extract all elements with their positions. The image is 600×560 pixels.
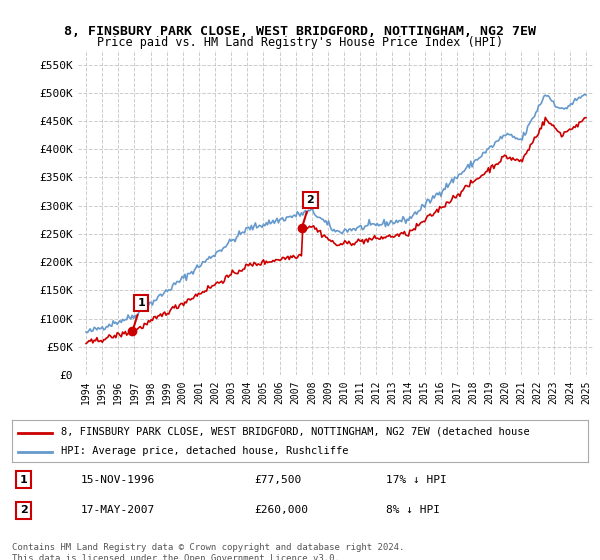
Text: 2: 2 [302, 195, 314, 226]
Text: 17-MAY-2007: 17-MAY-2007 [81, 506, 155, 516]
Text: Contains HM Land Registry data © Crown copyright and database right 2024.
This d: Contains HM Land Registry data © Crown c… [12, 543, 404, 560]
Text: Price paid vs. HM Land Registry's House Price Index (HPI): Price paid vs. HM Land Registry's House … [97, 36, 503, 49]
Text: 8, FINSBURY PARK CLOSE, WEST BRIDGFORD, NOTTINGHAM, NG2 7EW: 8, FINSBURY PARK CLOSE, WEST BRIDGFORD, … [64, 25, 536, 38]
Text: £260,000: £260,000 [254, 506, 308, 516]
Text: 8, FINSBURY PARK CLOSE, WEST BRIDGFORD, NOTTINGHAM, NG2 7EW (detached house: 8, FINSBURY PARK CLOSE, WEST BRIDGFORD, … [61, 427, 530, 437]
Text: 8% ↓ HPI: 8% ↓ HPI [386, 506, 440, 516]
Text: HPI: Average price, detached house, Rushcliffe: HPI: Average price, detached house, Rush… [61, 446, 349, 456]
Text: 2: 2 [20, 506, 28, 516]
Text: 17% ↓ HPI: 17% ↓ HPI [386, 474, 447, 484]
Text: £77,500: £77,500 [254, 474, 301, 484]
Text: 1: 1 [133, 298, 145, 329]
Text: 1: 1 [20, 474, 28, 484]
Text: 15-NOV-1996: 15-NOV-1996 [81, 474, 155, 484]
